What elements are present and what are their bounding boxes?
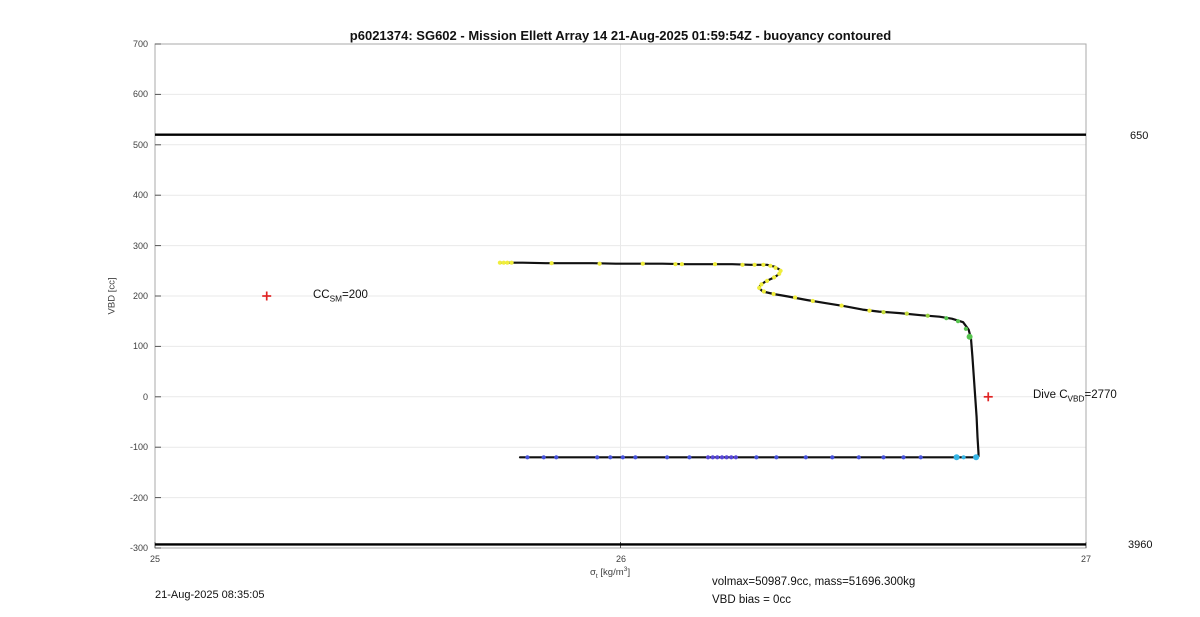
buoyancy-dot: [740, 262, 745, 267]
y-tick-label: 700: [132, 39, 148, 49]
y-tick-label: 200: [132, 291, 148, 301]
dive-cvbd-sub: VBD: [1067, 394, 1085, 404]
buoyancy-dot: [768, 263, 773, 268]
buoyancy-dot: [904, 311, 909, 316]
buoyancy-dot: [640, 261, 645, 266]
refline-label-650: 650: [1130, 130, 1149, 142]
marker-label-dive-cvbd: Dive CVBD=2770: [1033, 389, 1117, 403]
x-axis-label-sub: t: [595, 573, 598, 581]
buoyancy-dot: [665, 455, 670, 460]
buoyancy-dot: [953, 454, 960, 461]
refline-label-3960: 3960: [1128, 539, 1153, 551]
buoyancy-dot: [793, 295, 798, 300]
y-tick-label: 600: [132, 89, 148, 99]
buoyancy-dot: [549, 261, 554, 266]
buoyancy-dot: [505, 260, 510, 265]
buoyancy-dot: [810, 298, 815, 304]
cc-sm-value: =200: [342, 289, 368, 301]
buoyancy-dot: [925, 313, 930, 318]
buoyancy-curve: [498, 261, 980, 459]
buoyancy-dot: [541, 455, 546, 460]
x-tick-label: 25: [149, 554, 160, 564]
buoyancy-dot: [705, 455, 711, 460]
buoyancy-dot: [608, 455, 613, 460]
buoyancy-dot: [881, 455, 886, 460]
y-tick-label: -200: [129, 493, 148, 503]
buoyancy-dot: [944, 316, 949, 321]
buoyancy-dot: [881, 310, 886, 315]
buoyancy-dot: [754, 455, 759, 460]
buoyancy-dot: [752, 262, 757, 267]
buoyancy-dot: [963, 326, 969, 331]
buoyancy-dot: [757, 285, 762, 290]
x-tick-label: 26: [615, 554, 626, 564]
marker-label-cc-sm: CCSM=200: [313, 289, 368, 303]
x-axis-label-sup: 3: [623, 566, 628, 573]
buoyancy-dot: [679, 262, 685, 267]
buoyancy-dot: [710, 455, 715, 460]
x-axis-label-sigma: σ: [590, 567, 596, 579]
buoyancy-dot: [715, 455, 720, 460]
buoyancy-dot: [955, 319, 961, 324]
y-tick-label: 400: [132, 190, 148, 200]
buoyancy-dot: [918, 455, 923, 460]
buoyancy-dot: [761, 262, 766, 267]
vbd-bias-annotation: VBD bias = 0cc: [712, 594, 791, 606]
buoyancy-dot: [759, 282, 764, 287]
buoyancy-dot: [774, 455, 779, 460]
cc-sm-pre: CC: [313, 289, 330, 301]
buoyancy-dot: [761, 289, 767, 294]
buoyancy-dot: [765, 278, 770, 283]
x-tick-label: 27: [1080, 554, 1091, 564]
volmax-annotation: volmax=50987.9cc, mass=51696.300kg: [712, 576, 916, 588]
buoyancy-dot: [501, 260, 506, 265]
buoyancy-dot: [724, 455, 729, 460]
y-tick-label: 300: [132, 241, 148, 251]
buoyancy-dot: [633, 455, 638, 460]
buoyancy-dot: [803, 455, 808, 460]
buoyancy-dot: [719, 455, 725, 460]
cc-sm-sub: SM: [329, 294, 343, 304]
buoyancy-dot: [839, 303, 844, 308]
y-tick-label: -300: [129, 543, 148, 553]
buoyancy-dot: [773, 265, 778, 270]
buoyancy-dot: [554, 455, 559, 460]
buoyancy-dot: [771, 291, 776, 297]
x-axis-label-units: [kg/m: [597, 567, 624, 579]
y-tick-label: 100: [132, 341, 148, 351]
buoyancy-dot: [673, 262, 678, 267]
buoyancy-dot: [867, 308, 872, 313]
buoyancy-dot: [856, 455, 861, 460]
buoyancy-dot: [777, 271, 782, 276]
buoyancy-dot: [733, 455, 739, 460]
buoyancy-dot: [729, 455, 734, 460]
x-axis-label-close: ]: [627, 567, 631, 579]
buoyancy-dot: [497, 260, 502, 265]
buoyancy-dot: [509, 260, 514, 265]
buoyancy-dot: [961, 455, 966, 460]
buoyancy-dot: [712, 262, 718, 267]
buoyancy-dot: [620, 455, 625, 460]
buoyancy-dot: [525, 455, 530, 460]
buoyancy-dot: [830, 455, 835, 460]
y-tick-label: -100: [129, 442, 148, 452]
buoyancy-dot: [901, 455, 906, 460]
buoyancy-dot: [973, 454, 980, 461]
y-tick-label: 0: [142, 392, 148, 402]
chart-title: p6021374: SG602 - Mission Ellett Array 1…: [349, 28, 892, 43]
y-tick-label: 500: [132, 140, 148, 150]
buoyancy-dot: [772, 275, 777, 280]
timestamp-annotation: 21-Aug-2025 08:35:05: [155, 589, 265, 601]
buoyancy-dot: [597, 261, 602, 266]
x-axis-label: σt [kg/m3]: [590, 566, 630, 580]
dive-cvbd-pre: Dive C: [1033, 389, 1068, 401]
dive-cvbd-value: =2770: [1084, 389, 1117, 401]
buoyancy-dot: [595, 455, 600, 460]
buoyancy-dot: [687, 455, 692, 460]
buoyancy-dot: [966, 333, 973, 340]
